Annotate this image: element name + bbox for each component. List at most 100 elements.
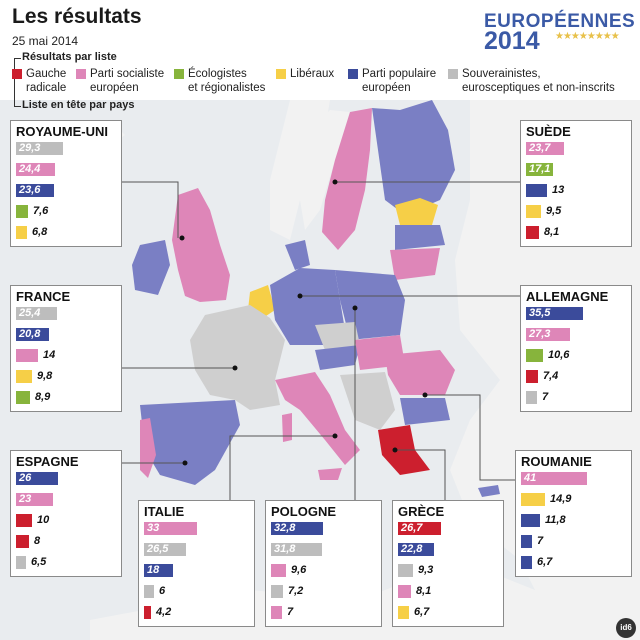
legend-label: Écologistes xyxy=(188,68,247,80)
header-panel xyxy=(0,0,640,100)
leader-dot-france xyxy=(232,365,238,371)
bar-lib xyxy=(521,493,545,506)
country-name: FRANCE xyxy=(16,289,71,304)
bar-value-label: 26,7 xyxy=(401,522,423,534)
bar-value-label: 9,3 xyxy=(418,564,434,576)
country-panel-grece: GRÈCE 26,7 22,8 9,3 8,1 6,7 xyxy=(392,500,504,627)
legend-item-souv: Souverainistes, eurosceptiques et non-ins… xyxy=(448,67,615,95)
page-date: 25 mai 2014 xyxy=(12,34,79,48)
page-title: Les résultats xyxy=(12,5,142,28)
bar-gauche xyxy=(526,370,538,383)
bar-ppe xyxy=(16,328,49,341)
country-panel-france: FRANCE 25,4 20,8 14 9,8 8,9 xyxy=(10,285,122,412)
credit-logo: id6 xyxy=(616,618,636,638)
bar-eco xyxy=(16,205,28,218)
bar-ps xyxy=(521,472,587,485)
country-panel-roumanie: ROUMANIE 41 14,9 11,8 7 6,7 xyxy=(515,450,632,577)
legend-label: eurosceptiques et non-inscrits xyxy=(462,82,615,94)
bar-value-label: 32,8 xyxy=(274,522,296,534)
bar-value-label: 13 xyxy=(552,184,565,196)
bar-value-label: 31,8 xyxy=(274,543,296,555)
bar-eco xyxy=(526,163,553,176)
country-panel-suede: SUÈDE 23,7 17,1 13 9,5 8,1 xyxy=(520,120,632,247)
country-name: ALLEMAGNE xyxy=(526,289,609,304)
bar-ps xyxy=(16,163,55,176)
legend-swatch xyxy=(174,69,184,79)
logo-year: 2014 xyxy=(484,27,540,55)
country-panel-allemagne: ALLEMAGNE 35,5 27,3 10,6 7,4 7 xyxy=(520,285,632,412)
country-panel-italie: ITALIE 33 26,5 18 6 4,2 xyxy=(138,500,255,627)
bar-value-label: 10,6 xyxy=(548,349,570,361)
bar-lib xyxy=(16,226,27,239)
bar-value-label: 25,4 xyxy=(19,307,41,319)
country-name: GRÈCE xyxy=(398,504,445,519)
legend-item-eco: Écologistes et régionalistes xyxy=(174,67,265,95)
legend-label: européen xyxy=(90,82,139,94)
legend-swatch xyxy=(276,69,286,79)
bar-value-label: 6,7 xyxy=(537,556,553,568)
bar-ppe xyxy=(271,522,323,535)
bar-value-label: 7 xyxy=(537,535,544,547)
bar-souv xyxy=(144,585,154,598)
legend-subtitle: Liste en tête par pays xyxy=(22,99,135,111)
bar-ppe xyxy=(526,307,583,320)
bar-ps xyxy=(271,606,282,619)
legend-label: Parti populaire xyxy=(362,68,437,80)
legend-item-gauche: Gauche radicale xyxy=(12,67,66,95)
legend-item-ppe: Parti populaire européen xyxy=(348,67,437,95)
bar-lib xyxy=(526,205,541,218)
bar-souv xyxy=(398,564,413,577)
bar-value-label: 8,1 xyxy=(416,585,432,597)
leader-dot-roumanie xyxy=(422,392,428,398)
bar-value-label: 8,9 xyxy=(35,391,51,403)
bar-gauche xyxy=(16,535,29,548)
bar-value-label: 20,8 xyxy=(19,328,41,340)
legend-bracket xyxy=(14,58,21,107)
bar-value-label: 18 xyxy=(147,564,160,576)
bar-souv xyxy=(271,543,322,556)
legend-label: Libéraux xyxy=(290,68,335,80)
bar-ps xyxy=(16,493,53,506)
bar-value-label: 17,1 xyxy=(529,163,551,175)
bar-value-label: 35,5 xyxy=(529,307,551,319)
legend-swatch xyxy=(448,69,458,79)
country-name: ROUMANIE xyxy=(521,454,592,469)
leader-line-royaume-uni xyxy=(120,181,179,238)
bar-souv xyxy=(271,585,283,598)
bar-eco xyxy=(16,391,30,404)
bar-ps xyxy=(271,564,286,577)
leader-dot-pologne xyxy=(352,305,358,311)
bar-value-label: 7,2 xyxy=(288,585,304,597)
bar-souv xyxy=(526,391,537,404)
bar-gauche xyxy=(398,522,441,535)
country-name: ESPAGNE xyxy=(16,454,79,469)
bar-value-label: 6,5 xyxy=(31,556,47,568)
legend-label: Parti socialiste xyxy=(90,68,165,80)
bar-ps xyxy=(526,142,564,155)
country-name: ITALIE xyxy=(144,504,185,519)
bar-value-label: 22,8 xyxy=(401,543,423,555)
bar-value-label: 9,8 xyxy=(37,370,53,382)
country-panel-royaume-uni: ROYAUME-UNI 29,3 24,4 23,6 7,6 6,8 xyxy=(10,120,122,247)
leader-dot-allemagne xyxy=(297,293,303,299)
legend-label: européen xyxy=(362,82,411,94)
bar-value-label: 7,4 xyxy=(543,370,559,382)
bar-value-label: 4,2 xyxy=(156,606,172,618)
leader-dot-grece xyxy=(392,447,398,453)
country-name: ROYAUME-UNI xyxy=(16,124,108,139)
bar-value-label: 14,9 xyxy=(550,493,572,505)
bar-value-label: 27,3 xyxy=(529,328,551,340)
bar-ppe xyxy=(521,556,532,569)
bar-ppe xyxy=(144,564,173,577)
bar-value-label: 6,8 xyxy=(32,226,48,238)
bar-value-label: 14 xyxy=(43,349,56,361)
bar-lib xyxy=(16,370,32,383)
bar-value-label: 29,3 xyxy=(19,142,41,154)
leader-line-grece xyxy=(395,449,446,500)
bar-value-label: 7 xyxy=(287,606,294,618)
legend-label: Souverainistes, xyxy=(462,68,541,80)
bar-gauche xyxy=(16,514,32,527)
bar-souv xyxy=(144,543,186,556)
